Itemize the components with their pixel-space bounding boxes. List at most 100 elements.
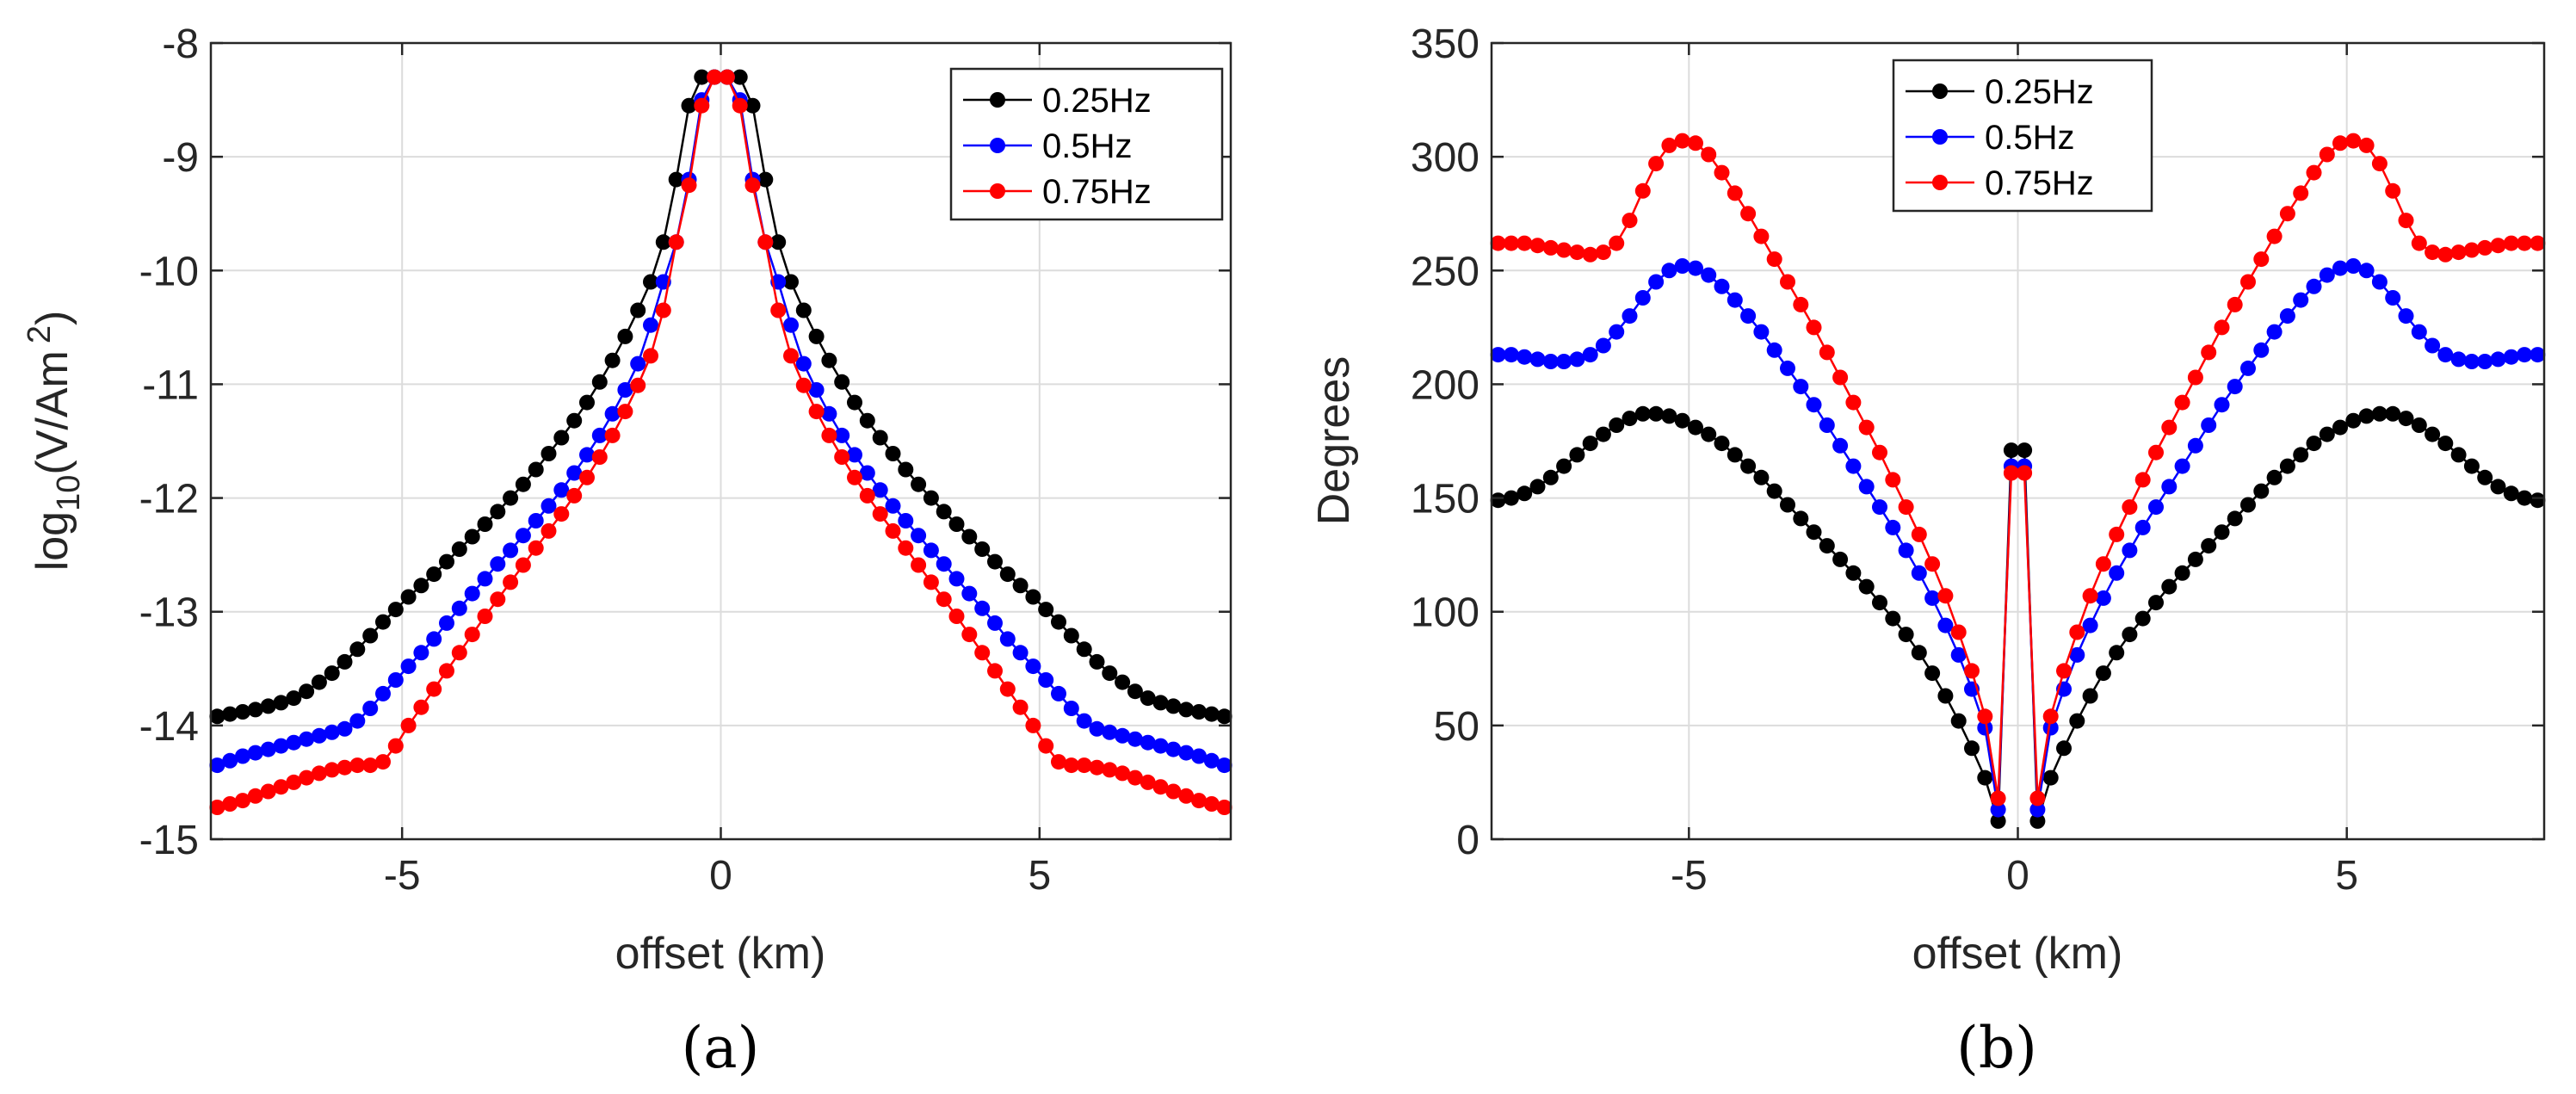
chart-a-data-point-0.75Hz (1140, 774, 1156, 790)
chart-b-data-point-0.25Hz (1674, 412, 1690, 429)
chart-b-data-point-0.75Hz (2174, 394, 2190, 411)
chart-b-data-point-0.5Hz (1819, 417, 1835, 433)
chart-b-data-point-0.25Hz (2450, 447, 2467, 463)
chart-a-data-point-0.5Hz (987, 615, 1003, 631)
chart-a-data-point-0.5Hz (821, 405, 837, 422)
chart-a-data-point-0.5Hz (235, 748, 250, 764)
chart-a-data-point-0.75Hz (413, 699, 429, 715)
chart-b-data-point-0.75Hz (1569, 244, 1585, 261)
chart-a-data-point-0.75Hz (974, 645, 991, 661)
chart-a-data-point-0.5Hz (222, 752, 238, 769)
chart-b-data-point-0.5Hz (2174, 458, 2190, 474)
chart-a-data-point-0.75Hz (541, 522, 557, 539)
chart-a-data-point-0.5Hz (387, 672, 404, 688)
chart-b-data-point-0.75Hz (1529, 238, 1546, 254)
chart-a-data-point-0.75Hz (400, 717, 417, 733)
chart-a-data-point-0.5Hz (362, 701, 379, 716)
chart-a-data-point-0.5Hz (1203, 752, 1220, 769)
chart-a-data-point-0.25Hz (235, 704, 250, 720)
chart-b-data-point-0.75Hz (2082, 588, 2098, 604)
chart-b-data-point-0.75Hz (1503, 235, 1519, 251)
chart-b-data-point-0.5Hz (2122, 542, 2138, 559)
chart-a-data-point-0.75Hz (503, 574, 519, 590)
chart-b-data-point-0.25Hz (1793, 510, 1809, 527)
chart-a-data-point-0.75Hz (911, 557, 927, 573)
chart-b-data-point-0.75Hz (2003, 465, 2019, 481)
chart-a-data-point-0.5Hz (286, 734, 302, 751)
chart-a-data-point-0.5Hz (911, 528, 927, 544)
chart-a-data-point-0.75Hz (222, 796, 238, 812)
chart-b-data-point-0.25Hz (2503, 485, 2519, 502)
chart-b-legend: 0.25Hz 0.5Hz 0.75Hz (1892, 59, 2153, 213)
chart-b-data-point-0.25Hz (1780, 497, 1795, 513)
chart-b-data-point-0.5Hz (2134, 519, 2151, 535)
chart-b-data-point-0.75Hz (1990, 790, 2006, 807)
chart-a-data-point-0.25Hz (617, 328, 633, 344)
chart-a-data-point-0.25Hz (362, 627, 379, 644)
chart-b-data-point-0.25Hz (2214, 524, 2230, 541)
chart-b-data-point-0.25Hz (2017, 442, 2033, 459)
chart-b-data-point-0.75Hz (1832, 369, 1849, 386)
chart-b-data-point-0.25Hz (1622, 411, 1638, 427)
chart-a-data-point-0.75Hz (707, 69, 723, 85)
chart-a-data-point-0.25Hz (247, 702, 263, 718)
chart-a-data-point-0.25Hz (1012, 578, 1029, 594)
chart-b-data-point-0.25Hz (2371, 405, 2388, 422)
chart-b-data-point-0.5Hz (1661, 263, 1677, 279)
chart-b-data-point-0.75Hz (1806, 319, 1822, 336)
chart-b-data-point-0.25Hz (1634, 405, 1651, 422)
chart-a-data-point-0.5Hz (311, 727, 327, 744)
chart-a-data-point-0.75Hz (1152, 779, 1169, 795)
chart-b-data-point-0.5Hz (2266, 324, 2283, 340)
chart-a-data-point-0.5Hz (503, 542, 519, 559)
chart-b-data-point-0.75Hz (2017, 465, 2033, 481)
chart-a-data-point-0.75Hz (426, 681, 442, 697)
chart-a-data-point-0.25Hz (948, 516, 965, 532)
chart-b-data-point-0.75Hz (2358, 137, 2375, 153)
chart-a-data-point-0.5Hz (859, 465, 875, 481)
chart-b-data-point-0.25Hz (1740, 458, 1757, 474)
chart-a-data-point-0.75Hz (439, 663, 454, 679)
chart-a-y-tick-label: -12 (139, 477, 199, 522)
chart-b-data-point-0.75Hz (2069, 624, 2085, 640)
chart-b-y-tick-label: 300 (1411, 135, 1480, 181)
chart-a-data-point-0.75Hz (1165, 783, 1182, 800)
chart-a-data-point-0.75Hz (1102, 762, 1118, 778)
chart-b-data-point-0.75Hz (1701, 146, 1717, 163)
chart-b-data-point-0.25Hz (1542, 469, 1559, 485)
chart-a-data-point-0.25Hz (528, 461, 544, 478)
chart-b-data-point-0.5Hz (2411, 324, 2427, 340)
chart-b-data-point-0.25Hz (2398, 411, 2414, 427)
chart-a-data-point-0.25Hz (553, 430, 570, 446)
chart-a-data-point-0.25Hz (591, 374, 608, 390)
chart-a-data-point-0.75Hz (260, 783, 276, 800)
chart-a-data-point-0.75Hz (1038, 738, 1054, 754)
chart-a-data-point-0.25Hz (783, 274, 799, 290)
chart-b-data-point-0.25Hz (2134, 610, 2151, 627)
chart-b-data-point-0.5Hz (2069, 646, 2085, 663)
chart-a-data-point-0.25Hz (961, 528, 978, 545)
chart-b-data-point-0.5Hz (1990, 801, 2006, 818)
chart-b-data-point-0.5Hz (2227, 379, 2243, 395)
chart-b-data-point-0.75Hz (1634, 182, 1651, 199)
chart-b-data-point-0.25Hz (2069, 713, 2085, 729)
chart-b-data-point-0.75Hz (1898, 499, 1914, 516)
chart-b-data-point-0.25Hz (1872, 595, 1887, 611)
chart-b-data-point-0.25Hz (1937, 688, 1954, 704)
chart-b-data-point-0.25Hz (1727, 447, 1743, 463)
chart-b-data-point-0.75Hz (2279, 206, 2295, 222)
chart-a-data-point-0.25Hz (744, 97, 761, 114)
chart-b-data-point-0.5Hz (2490, 351, 2506, 368)
chart-b-data-point-0.75Hz (2517, 235, 2533, 251)
chart-b-data-point-0.25Hz (1832, 551, 1849, 567)
chart-a-y-tick-label: -11 (142, 362, 199, 408)
chart-b-data-point-0.5Hz (1648, 274, 1665, 290)
chart-b-data-point-0.75Hz (2227, 296, 2243, 312)
chart-a-data-point-0.75Hz (349, 757, 366, 774)
chart-b-data-point-0.75Hz (2398, 213, 2414, 229)
chart-b-data-point-0.75Hz (1950, 624, 1967, 640)
chart-b-data-point-0.75Hz (2134, 472, 2151, 488)
chart-a-data-point-0.75Hz (1203, 796, 1220, 812)
chart-b-data-point-0.75Hz (1542, 239, 1559, 256)
chart-a-data-point-0.25Hz (1127, 683, 1143, 700)
